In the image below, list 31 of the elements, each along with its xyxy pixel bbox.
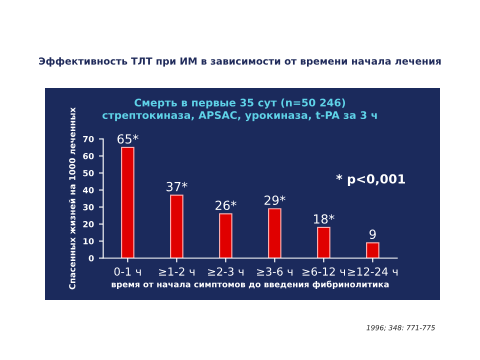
x-axis-title: время от начала симптомов до введения фибринолитика: [112, 280, 389, 290]
y-tick-label: 70: [83, 136, 94, 142]
y-tick-label: 0: [88, 255, 94, 262]
chart-subtitle: Смерть в первые 35 сут (n=50 246) стрептокиназа, APSAC, урокиназа, t-PA за 3 ч: [102, 98, 377, 122]
x-tick-label: 0-1 ч: [114, 267, 141, 276]
annotation: * p<0,001: [336, 174, 405, 186]
y-tick-label: 60: [83, 152, 94, 160]
data-label: 65*: [117, 134, 138, 144]
x-tick-label: ≥1-2 ч: [159, 267, 194, 276]
x-tick-label: ≥3-6 ч: [257, 267, 292, 276]
bar: [268, 208, 282, 258]
data-label: 9: [370, 230, 376, 239]
y-tick-label: 20: [83, 221, 94, 228]
bar: [366, 242, 380, 258]
chart-title: Эффективность ТЛТ при ИМ в зависимости от времени начала лечения: [39, 57, 441, 67]
y-tick-label: 40: [82, 187, 94, 194]
data-label: 18*: [314, 214, 334, 224]
y-tick-label: 50: [83, 170, 94, 176]
data-label: 37*: [166, 182, 188, 192]
x-tick-label: ≥2-3 ч: [208, 267, 244, 276]
bar: [219, 213, 232, 258]
data-label: 29*: [264, 195, 286, 205]
y-tick-label: 30: [83, 204, 94, 210]
bar: [121, 146, 134, 258]
y-tick-label: 10: [84, 238, 94, 244]
x-tick-label: ≥12-24 ч: [348, 267, 398, 276]
bar: [170, 194, 184, 258]
bar: [317, 226, 330, 258]
y-axis-title: Спасенных жизней на 1000 леченных: [68, 107, 76, 290]
x-tick-label: ≥6-12 ч: [302, 267, 346, 276]
data-label: 26*: [216, 200, 236, 210]
